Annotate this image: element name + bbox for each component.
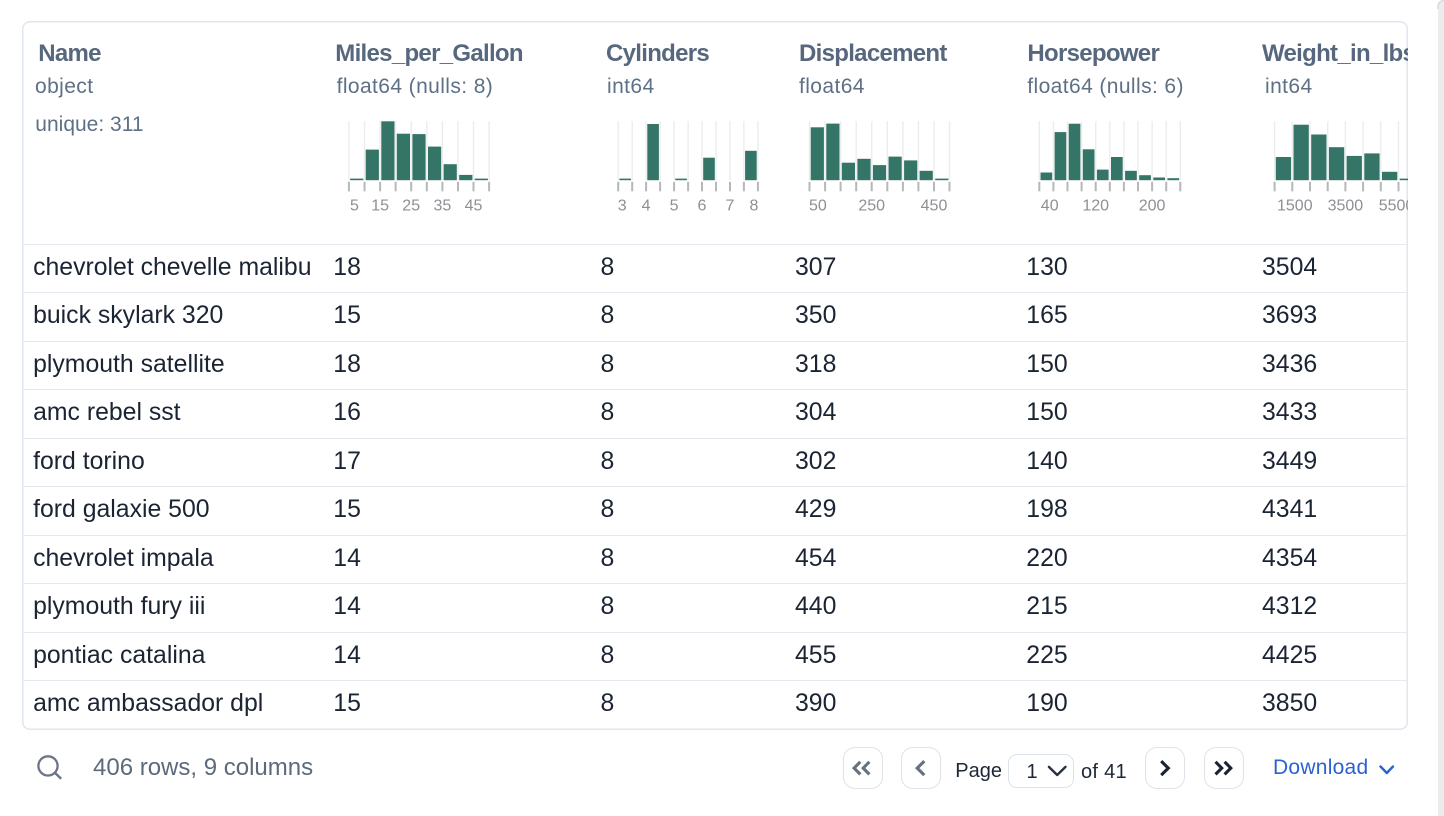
svg-text:5: 5 <box>670 197 679 214</box>
svg-text:7: 7 <box>726 197 735 214</box>
svg-text:6: 6 <box>698 197 707 214</box>
svg-text:5: 5 <box>350 197 359 214</box>
svg-text:120: 120 <box>1082 197 1109 214</box>
svg-text:40: 40 <box>1041 197 1059 214</box>
svg-text:25: 25 <box>402 197 420 214</box>
svg-text:8: 8 <box>749 197 758 214</box>
svg-text:4: 4 <box>642 197 651 214</box>
svg-text:45: 45 <box>465 197 483 214</box>
svg-text:50: 50 <box>809 197 827 214</box>
svg-text:3: 3 <box>618 197 627 214</box>
svg-text:15: 15 <box>371 197 389 214</box>
svg-text:250: 250 <box>858 197 885 214</box>
svg-text:200: 200 <box>1139 197 1166 214</box>
svg-text:450: 450 <box>921 197 948 214</box>
svg-text:5500: 5500 <box>1379 197 1408 214</box>
svg-text:3500: 3500 <box>1328 197 1364 214</box>
svg-text:35: 35 <box>434 197 452 214</box>
svg-text:1500: 1500 <box>1277 197 1313 214</box>
